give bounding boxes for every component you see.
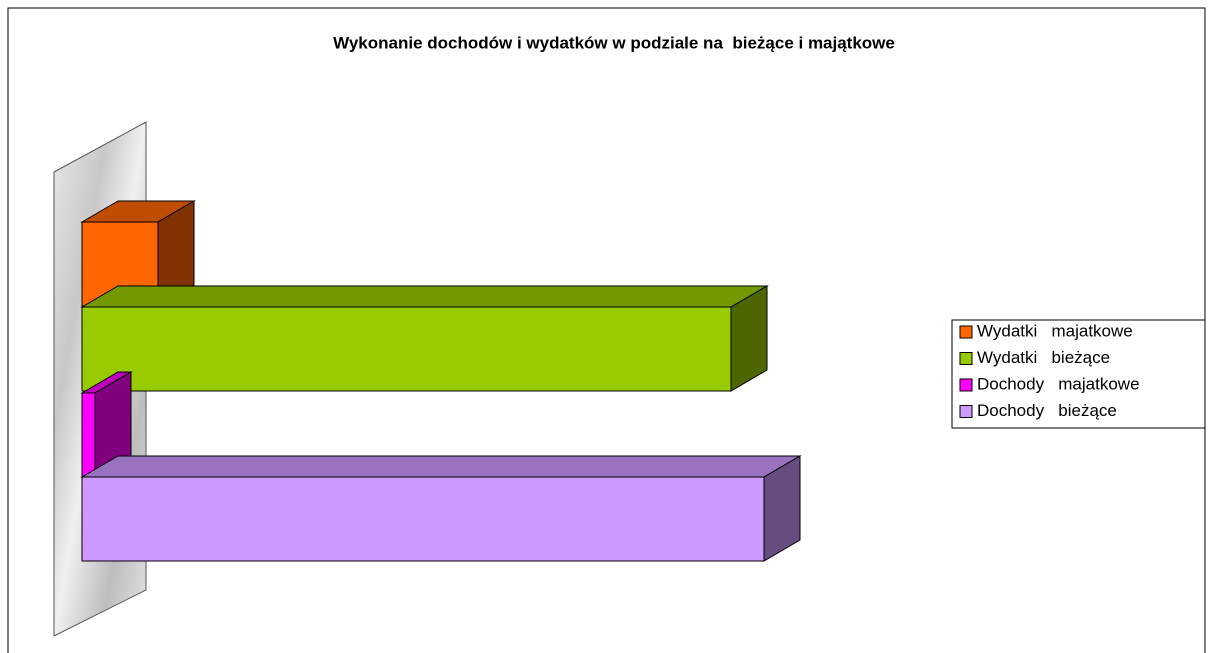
- legend-swatch: [959, 405, 973, 418]
- legend-label: Dochody majatkowe: [977, 374, 1140, 393]
- legend-swatch: [959, 378, 973, 392]
- legend-label: Wydatki bieżące: [977, 348, 1110, 367]
- legend-label: Dochody bieżące: [977, 401, 1117, 420]
- bar: [81, 392, 96, 478]
- bar: [81, 476, 765, 562]
- chart-title: Wykonanie dochodów i wydatków w podziale…: [333, 33, 895, 52]
- legend-swatch: [959, 325, 973, 339]
- legend-label: Wydatki majatkowe: [977, 321, 1133, 340]
- legend: [951, 319, 1206, 429]
- bar: [81, 306, 732, 392]
- bar-top: [80, 455, 802, 478]
- legend-swatch: [959, 352, 973, 365]
- bar-top: [80, 285, 769, 308]
